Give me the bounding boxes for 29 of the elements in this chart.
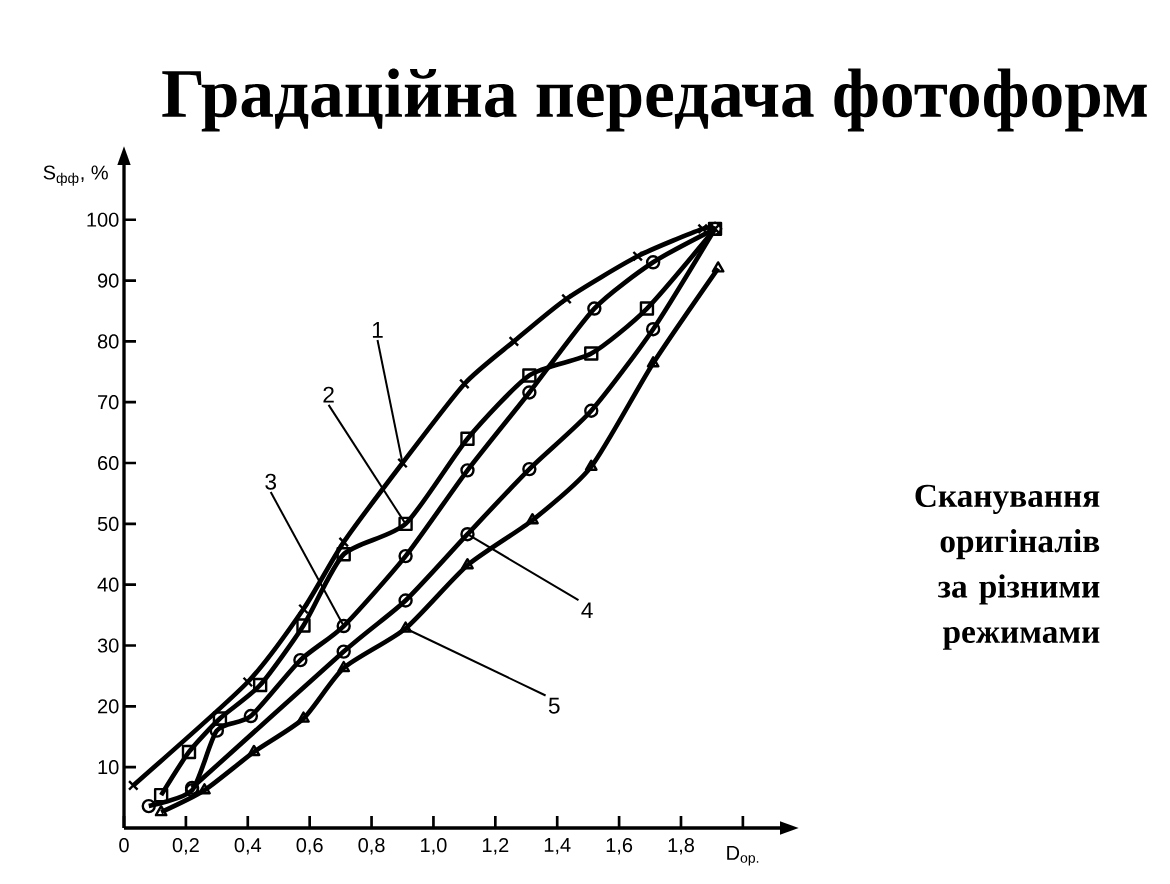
y-tick-label: 100 [87,212,119,227]
y-tick-label: 50 [97,516,119,531]
text: Сканування оригіналів за різними режимами [915,484,1100,650]
x-tick-label: 1,6 [606,838,633,855]
x-tick-label: 0,4 [234,838,262,855]
y-tick-label: 80 [97,334,119,349]
text: 2 [323,386,334,403]
y-tick-label: 20 [98,699,119,714]
x-tick-label: 0,8 [358,838,385,855]
y-tick-label: 30 [97,638,119,653]
y-tick-label: 40 [97,577,119,592]
x-tick-label: 0,2 [172,838,199,855]
text: 4 [581,602,593,619]
chart-title: Градаційна передача фотоформ [162,68,1147,132]
x-tick-label: 1,4 [544,838,571,855]
x-tick-label: 1,0 [421,838,447,855]
text: 1 [372,322,383,338]
x-axis-title: D$_{ор.}$ [727,846,759,866]
x-tick-label: 1,8 [668,838,695,855]
y-tick-label: 60 [98,455,119,471]
y-tick-label: 10 [98,760,119,775]
y-tick-label: 90 [97,273,119,288]
y-axis-title: S$_{фф}$, % [43,165,108,186]
y-tick-label: 70 [98,395,119,410]
text: 5 [548,697,560,714]
x-tick-label: 1,2 [482,838,509,855]
x-tick-label: 0,6 [296,838,323,855]
x-tick-label: 0 [119,838,129,853]
text: 3 [265,473,277,490]
